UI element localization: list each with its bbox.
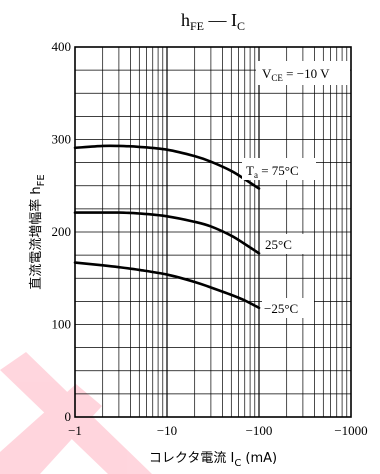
chart-title: hFE — IC [181, 10, 245, 33]
watermark-stroke-a [0, 352, 152, 474]
watermark-stroke-b [0, 384, 102, 474]
x-tick-label: −1000 [334, 423, 367, 438]
svg-text:VCE = −10 V: VCE = −10 V [262, 66, 330, 83]
plot-frame [74, 46, 352, 418]
tick-labels: 0 100 200 300 400 −1 −10 −100 −1000 [52, 39, 368, 438]
x-tick-label: −1 [68, 423, 82, 438]
svg-text:Ta = 75°C: Ta = 75°C [246, 163, 299, 180]
y-tick-label: 100 [52, 317, 72, 332]
x-tick-label: −100 [246, 423, 273, 438]
grid [75, 47, 351, 417]
series-line [73, 211, 261, 255]
watermark [0, 352, 152, 474]
y-tick-label: 400 [52, 39, 72, 54]
condition-label: VCE = −10 V [256, 61, 350, 85]
y-axis-label: 直流電流増幅率 hFE [28, 174, 47, 289]
y-tick-label: 200 [52, 224, 72, 239]
series-line [73, 144, 261, 190]
y-tick-label: 0 [65, 409, 72, 424]
series-line [73, 261, 261, 310]
curve-label-25c: 25°C [262, 234, 304, 254]
svg-text:−25°C: −25°C [264, 301, 298, 316]
series-group [73, 144, 261, 310]
x-tick-label: −10 [157, 423, 177, 438]
y-tick-label: 300 [52, 132, 72, 147]
curve-label-minus25c: −25°C [262, 298, 314, 318]
svg-text:25°C: 25°C [265, 237, 292, 252]
curve-label-75c: Ta = 75°C [242, 158, 316, 180]
x-axis-label: コレクタ電流 IC (mA) [149, 451, 277, 469]
